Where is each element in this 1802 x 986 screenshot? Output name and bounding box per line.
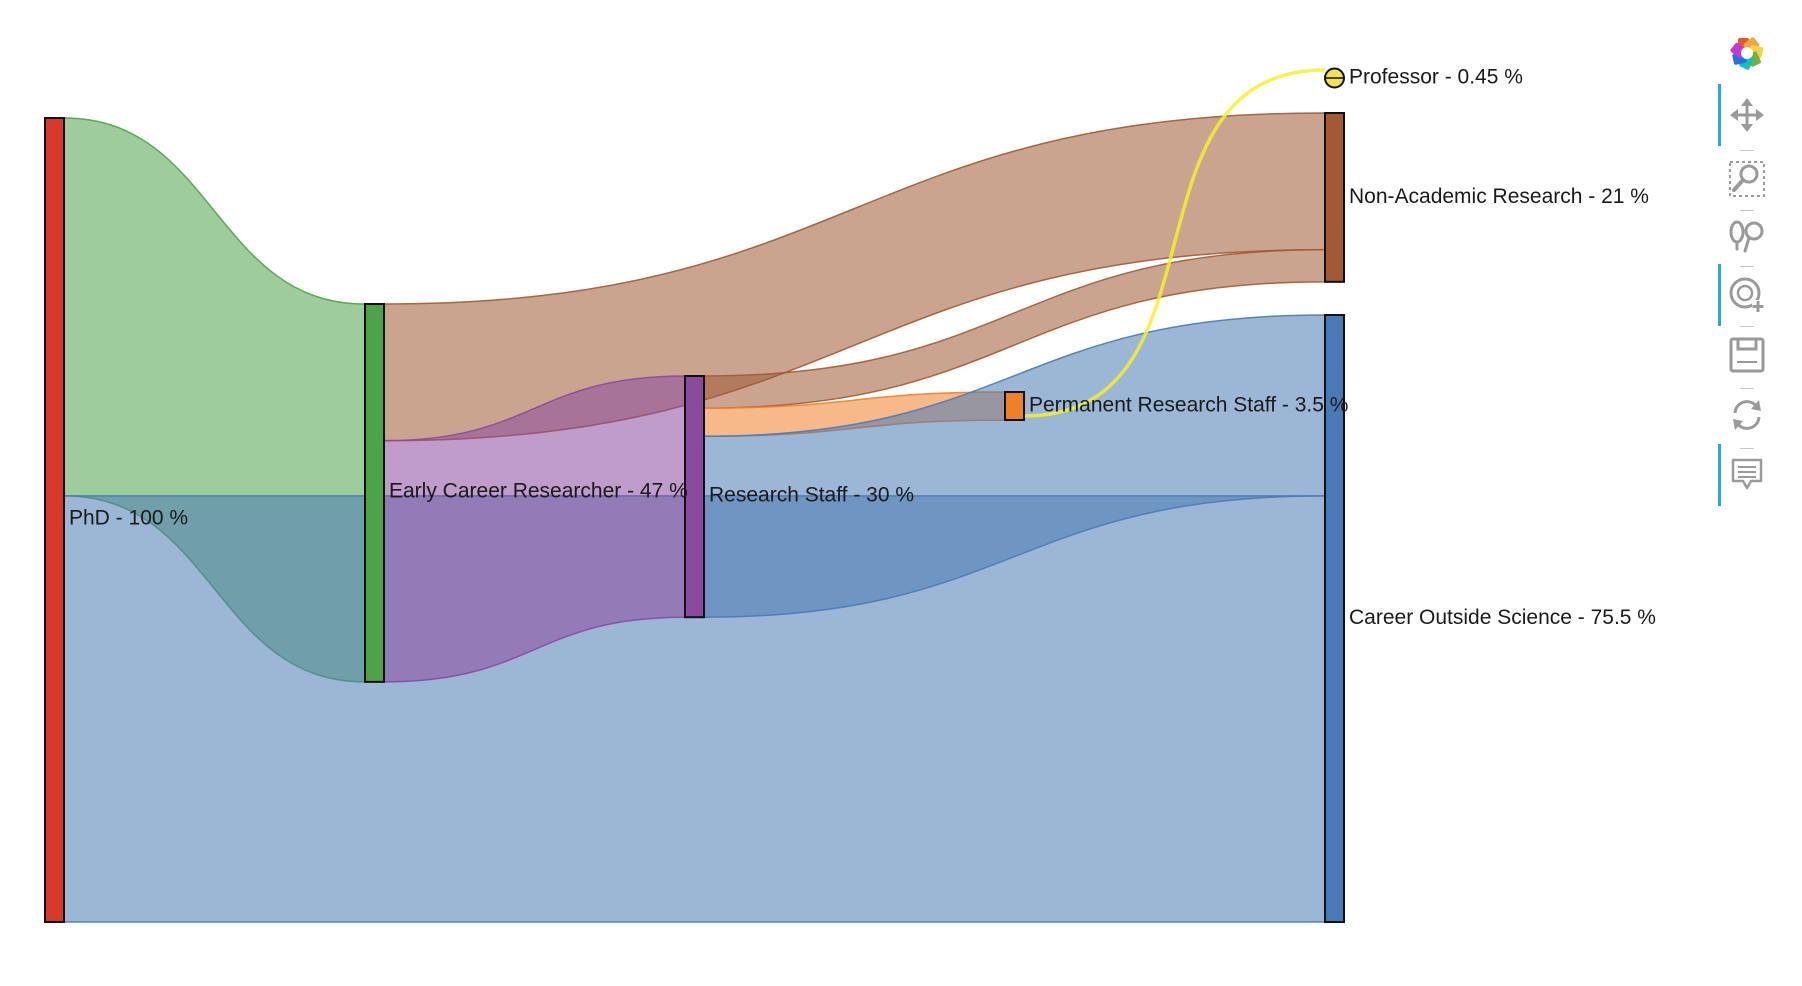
sankey-node-label-phd: PhD - 100 % bbox=[69, 507, 188, 530]
reset-icon bbox=[1733, 400, 1761, 430]
chart-toolbar bbox=[1716, 28, 1776, 528]
sankey-node-label-nar: Non-Academic Research - 21 % bbox=[1349, 185, 1649, 208]
sankey-nodes bbox=[44, 67, 1345, 924]
sankey-node-label-rs: Research Staff - 30 % bbox=[709, 484, 914, 507]
pan-tool[interactable] bbox=[1718, 84, 1770, 146]
sankey-node-label-ecr: Early Career Researcher - 47 % bbox=[389, 480, 688, 503]
sankey-node-label-prs: Permanent Research Staff - 3.5 % bbox=[1029, 394, 1348, 417]
sankey-node-rs[interactable] bbox=[684, 375, 705, 619]
sankey-labels: PhD - 100 % Early Career Researcher - 47 … bbox=[69, 66, 1656, 630]
wheel-zoom-tool[interactable] bbox=[1718, 264, 1770, 326]
hover-tool[interactable] bbox=[1718, 444, 1770, 506]
sankey-node-label-cos: Career Outside Science - 75.5 % bbox=[1349, 606, 1656, 629]
wheel-zoom-icon bbox=[1729, 277, 1764, 312]
sankey-node-cos[interactable] bbox=[1324, 314, 1345, 924]
lasso-select-tool[interactable] bbox=[1724, 214, 1770, 260]
sankey-chart: PhD - 100 % Early Career Researcher - 47 … bbox=[44, 66, 1656, 924]
sankey-node-prs[interactable] bbox=[1004, 391, 1025, 421]
lasso-select-icon bbox=[1729, 220, 1764, 253]
box-zoom-tool[interactable] bbox=[1724, 156, 1770, 202]
pan-icon bbox=[1730, 98, 1764, 132]
reset-tool[interactable] bbox=[1724, 392, 1770, 438]
save-tool[interactable] bbox=[1724, 332, 1770, 378]
sankey-node-label-prof: Professor - 0.45 % bbox=[1349, 66, 1523, 89]
hover-icon bbox=[1731, 458, 1763, 490]
sankey-node-ecr[interactable] bbox=[364, 303, 385, 683]
save-icon bbox=[1729, 337, 1765, 373]
bokeh-logo-icon[interactable] bbox=[1724, 30, 1770, 76]
sankey-link-prs-prof[interactable] bbox=[1023, 68, 1326, 418]
sankey-node-nar[interactable] bbox=[1324, 112, 1345, 283]
sankey-node-phd[interactable] bbox=[44, 117, 65, 923]
box-zoom-icon bbox=[1729, 161, 1765, 197]
